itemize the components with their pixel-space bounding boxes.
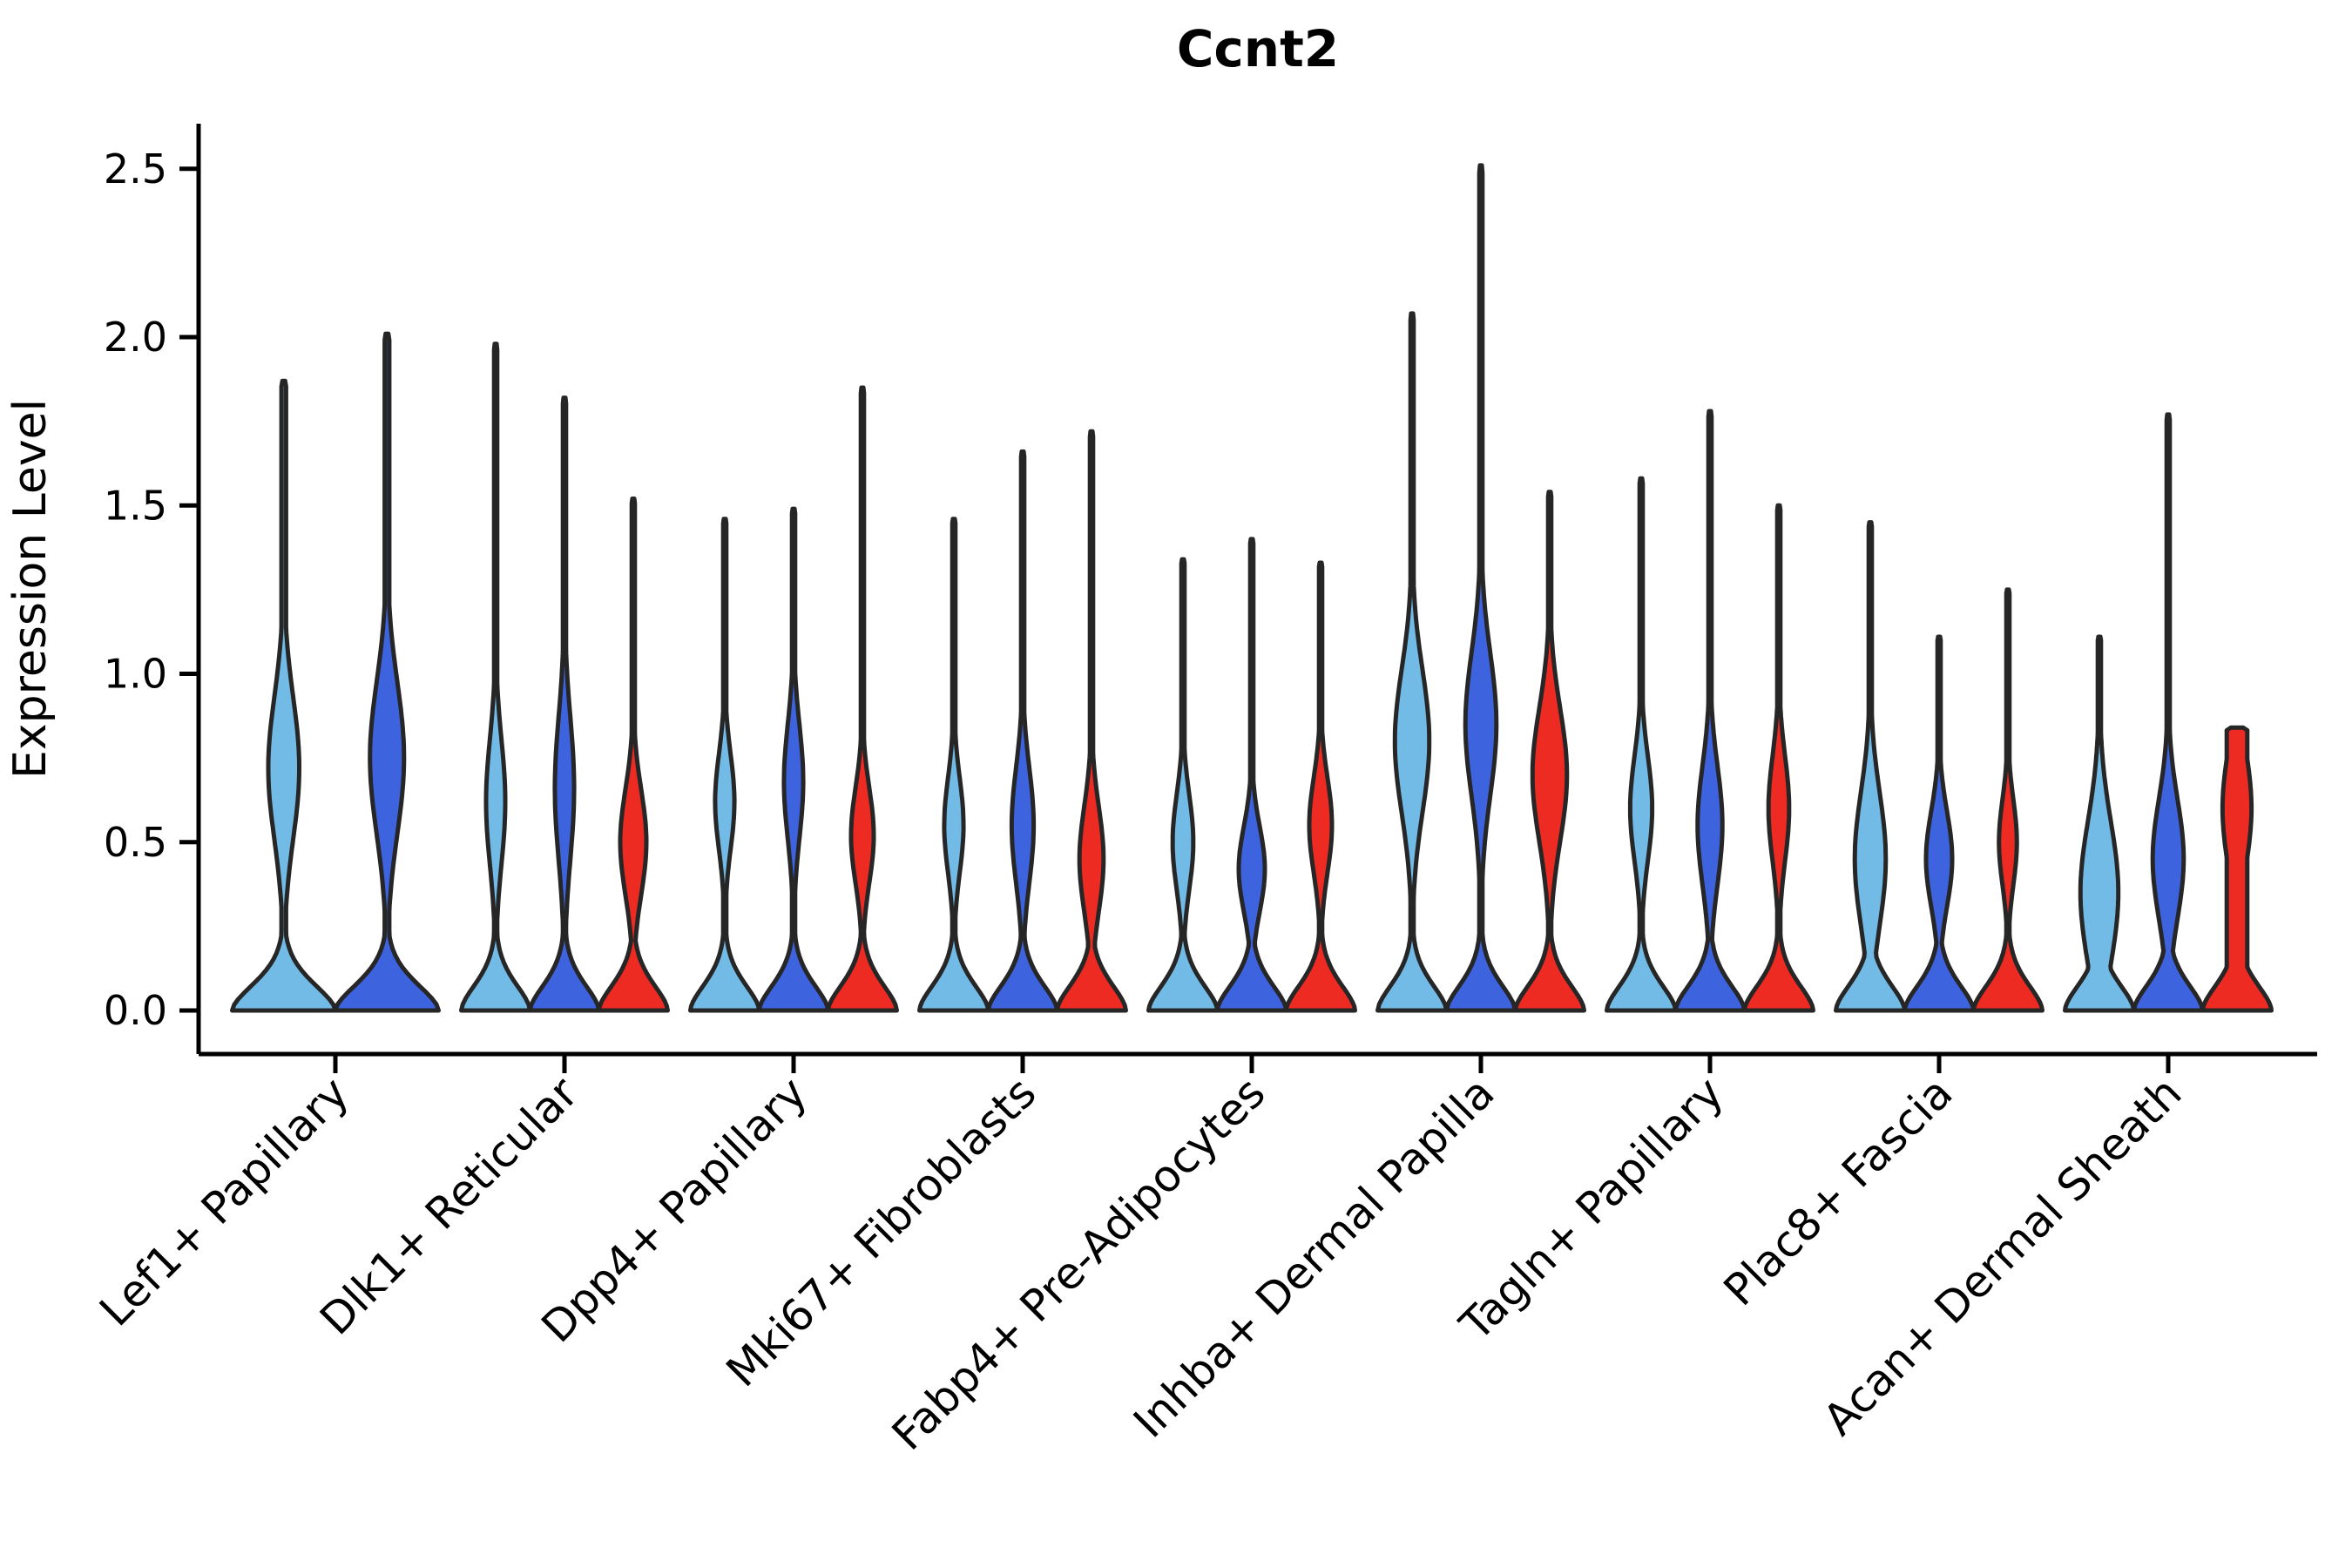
y-tick-label: 1.0	[104, 651, 167, 698]
violin-dark_blue	[1673, 409, 1747, 1013]
violin-red	[597, 497, 670, 1013]
y-tick-label: 0.0	[104, 987, 167, 1034]
violin-red	[1971, 587, 2044, 1013]
violin-red	[1742, 503, 1815, 1013]
violin-group	[230, 331, 441, 1013]
violin-red	[1284, 560, 1357, 1013]
violin-light_blue	[1605, 476, 1678, 1013]
violin-dark_blue	[1903, 634, 1976, 1013]
violin-red	[2200, 725, 2274, 1013]
violin-group	[688, 385, 899, 1013]
violin-light_blue	[688, 517, 761, 1013]
violin-group	[459, 341, 670, 1013]
violin-light_blue	[459, 341, 532, 1013]
violin-dark_blue	[333, 331, 441, 1013]
y-tick-label: 2.0	[104, 314, 167, 361]
violin-group	[1834, 520, 2044, 1013]
violin-dark_blue	[528, 395, 601, 1013]
violin-red	[1513, 490, 1586, 1013]
violin-red	[826, 385, 899, 1013]
violin-group	[1375, 163, 1586, 1013]
violin-red	[1055, 429, 1128, 1013]
violin-dark_blue	[1215, 537, 1288, 1013]
chart-title: Ccnt2	[1177, 19, 1339, 78]
violin-light_blue	[2063, 634, 2136, 1013]
violin-group	[1605, 409, 1815, 1013]
y-tick-label: 1.5	[104, 482, 167, 529]
violin-light_blue	[1375, 311, 1449, 1013]
violin-dark_blue	[1444, 163, 1517, 1013]
violin-dark_blue	[757, 506, 830, 1013]
violin-light_blue	[1834, 520, 1907, 1013]
violins-layer	[230, 163, 2274, 1013]
violin-light_blue	[1146, 557, 1220, 1013]
violin-group	[917, 429, 1128, 1013]
x-tick-label: Lef1+ Papillary	[90, 1067, 358, 1335]
y-tick-label: 2.5	[104, 145, 167, 193]
violin-group	[1146, 537, 1357, 1013]
x-tick-label: Plac8+ Fascia	[1714, 1067, 1963, 1315]
violin-dark_blue	[986, 449, 1059, 1013]
x-tick-label: Fabp4+ Pre-Adipocytes	[882, 1067, 1275, 1460]
violin-light_blue	[230, 378, 338, 1013]
y-tick-label: 0.5	[104, 819, 167, 866]
violin-light_blue	[917, 517, 990, 1013]
violin-dark_blue	[2132, 412, 2205, 1013]
violin-group	[2063, 412, 2274, 1013]
y-axis-label: Expression Level	[4, 399, 57, 779]
